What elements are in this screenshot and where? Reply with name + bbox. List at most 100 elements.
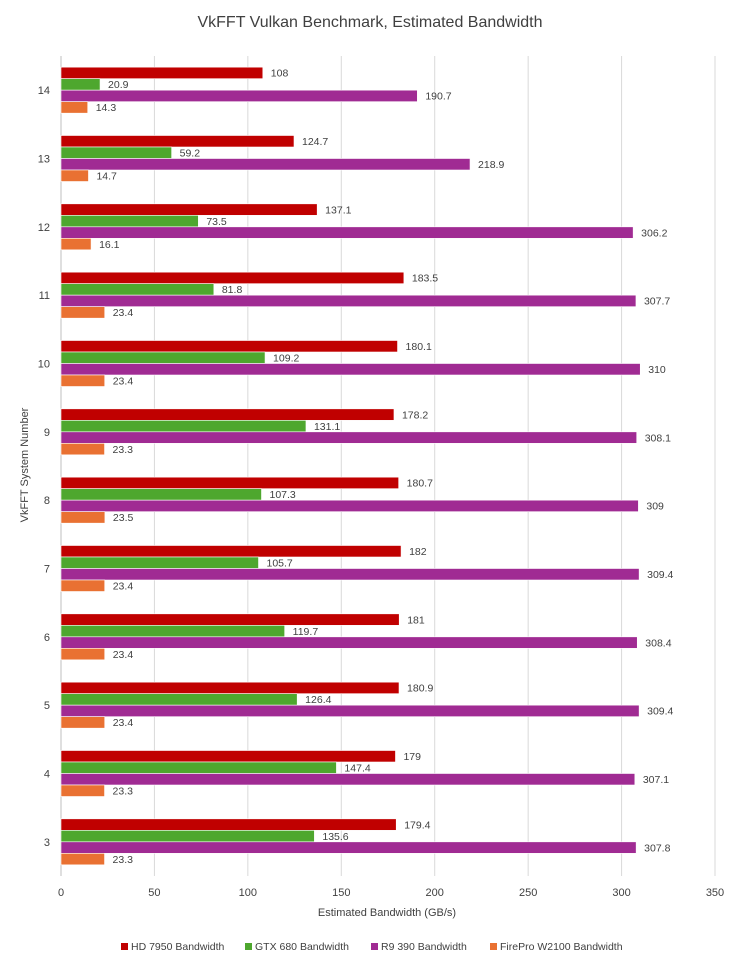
y-tick-label: 11 xyxy=(39,290,50,302)
x-tick-label: 300 xyxy=(612,887,630,899)
bar xyxy=(60,716,106,729)
data-labels: 108 20.9 190.7 14.3 124.7 59.2 218.9 14.7 137.1 7… xyxy=(96,68,674,866)
legend-label: R9 390 Bandwidth xyxy=(381,941,467,953)
legend-swatch xyxy=(490,943,497,950)
bar xyxy=(60,420,307,433)
y-axis-title: VkFFT System Number xyxy=(19,407,31,522)
bar xyxy=(60,226,634,239)
data-label: 107.3 xyxy=(269,489,295,501)
bar xyxy=(60,761,337,774)
x-tick-label: 150 xyxy=(332,887,350,899)
bar xyxy=(60,215,199,228)
y-tick-label: 8 xyxy=(44,495,50,507)
data-label: 23.3 xyxy=(113,444,134,456)
bar xyxy=(60,431,638,444)
legend-swatch xyxy=(245,943,252,950)
data-label: 182 xyxy=(409,546,427,558)
bar xyxy=(60,101,89,114)
y-tick-label: 4 xyxy=(44,769,50,781)
x-tick-label: 100 xyxy=(239,887,257,899)
data-label: 307.7 xyxy=(644,296,670,308)
data-label: 16.1 xyxy=(99,239,120,251)
bar xyxy=(60,443,105,456)
data-label: 23.3 xyxy=(113,854,134,866)
x-axis-title: Estimated Bandwidth (GB/s) xyxy=(318,907,456,919)
legend-label: HD 7950 Bandwidth xyxy=(131,941,225,953)
bar xyxy=(60,784,105,797)
bar xyxy=(60,66,264,79)
data-label: 119.7 xyxy=(293,626,319,638)
bar xyxy=(60,363,641,376)
data-label: 135.6 xyxy=(322,831,348,843)
x-tick-label: 200 xyxy=(426,887,444,899)
gridlines xyxy=(60,56,716,876)
bar xyxy=(60,351,266,364)
data-label: 23.4 xyxy=(113,649,134,661)
data-label: 14.7 xyxy=(96,171,117,183)
x-tick-label: 0 xyxy=(58,887,64,899)
bar xyxy=(60,613,400,626)
bar xyxy=(60,306,106,319)
legend-swatch xyxy=(371,943,378,950)
data-label: 308.4 xyxy=(645,637,671,649)
bar xyxy=(60,818,397,831)
y-tick-labels: 14 13 12 11 10 9 8 7 6 5 4 3 xyxy=(38,85,50,849)
data-label: 108 xyxy=(271,68,289,80)
data-label: 180.7 xyxy=(407,478,433,490)
data-label: 109.2 xyxy=(273,353,299,365)
legend: HD 7950 Bandwidth GTX 680 Bandwidth R9 390… xyxy=(121,941,623,953)
bar xyxy=(60,294,637,307)
x-tick-label: 250 xyxy=(519,887,537,899)
bar xyxy=(60,283,215,296)
data-label: 14.3 xyxy=(96,102,117,114)
bars xyxy=(60,66,641,866)
x-tick-label: 50 xyxy=(148,887,160,899)
bar xyxy=(60,853,105,866)
data-label: 126.4 xyxy=(305,694,331,706)
bar xyxy=(60,146,172,159)
bar xyxy=(60,135,295,148)
y-tick-label: 9 xyxy=(44,427,50,439)
y-tick-label: 3 xyxy=(44,837,50,849)
data-label: 307.1 xyxy=(643,774,669,786)
y-tick-label: 14 xyxy=(38,85,50,97)
data-label: 180.1 xyxy=(406,341,432,353)
bar xyxy=(60,374,106,387)
legend-swatch xyxy=(121,943,128,950)
y-tick-label: 10 xyxy=(38,359,50,371)
data-label: 183.5 xyxy=(412,273,438,285)
data-label: 23.4 xyxy=(113,307,134,319)
bar xyxy=(60,636,638,649)
x-tick-label: 350 xyxy=(706,887,724,899)
y-tick-label: 5 xyxy=(44,700,50,712)
bar xyxy=(60,693,298,706)
data-label: 147.4 xyxy=(344,763,370,775)
bar xyxy=(60,89,418,102)
data-label: 124.7 xyxy=(302,136,328,148)
data-label: 309 xyxy=(646,501,664,513)
bar xyxy=(60,203,318,216)
data-label: 105.7 xyxy=(267,558,293,570)
y-tick-label: 6 xyxy=(44,632,50,644)
data-label: 131.1 xyxy=(314,421,340,433)
data-label: 23.4 xyxy=(113,376,134,388)
data-label: 190.7 xyxy=(425,91,451,103)
bar xyxy=(60,238,92,251)
bar xyxy=(60,488,262,501)
data-label: 309.4 xyxy=(647,706,673,718)
data-label: 81.8 xyxy=(222,284,243,296)
bar xyxy=(60,750,396,763)
data-label: 179.4 xyxy=(404,819,430,831)
chart-title: VkFFT Vulkan Benchmark, Estimated Bandwi… xyxy=(197,14,542,31)
bar xyxy=(60,841,637,854)
bar xyxy=(60,476,399,489)
bar xyxy=(60,625,285,638)
bar xyxy=(60,773,636,786)
data-label: 23.3 xyxy=(113,786,134,798)
data-label: 23.4 xyxy=(113,717,134,729)
bar xyxy=(60,579,106,592)
bar xyxy=(60,340,398,353)
bar xyxy=(60,830,315,843)
